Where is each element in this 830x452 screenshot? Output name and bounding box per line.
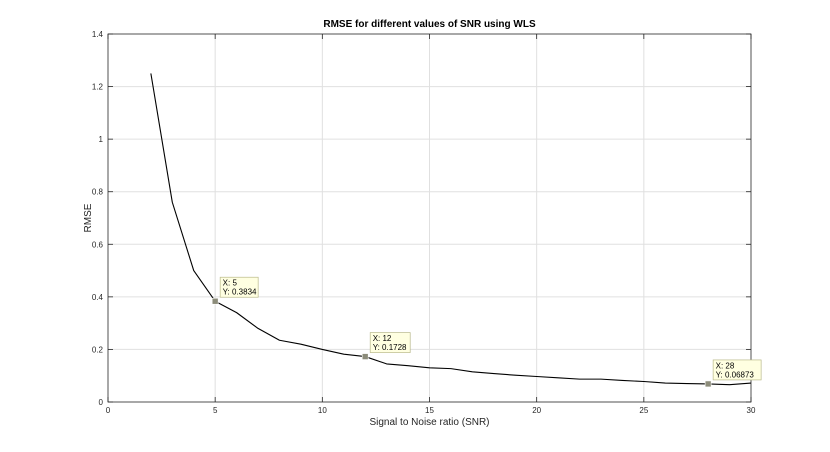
- data-tip-marker: [211, 297, 219, 305]
- y-tick-label: 0.6: [92, 240, 104, 249]
- chart-title: RMSE for different values of SNR using W…: [323, 19, 536, 30]
- y-tick-label: 0.4: [92, 293, 104, 302]
- axes: 0 5 10 15 20 25 30 0 0.2 0.4 0.6 0.8 1 1.2 1.4: [92, 30, 756, 415]
- data-tip-box: [712, 359, 762, 381]
- data-tip-marker: [704, 380, 712, 388]
- x-tick-label: 30: [747, 406, 756, 415]
- y-tick-label: 0.2: [92, 345, 104, 354]
- data-tip-box: [369, 332, 411, 353]
- x-tick-label: 25: [639, 406, 648, 415]
- series-line: [150, 73, 752, 386]
- y-tick-label: 1: [99, 135, 104, 144]
- y-tick-label: 0.8: [92, 188, 104, 197]
- x-tick-label: 15: [425, 406, 434, 415]
- x-axis-label: Signal to Noise ratio (SNR): [369, 417, 489, 428]
- data-tip-y-text: Y: 0.1728: [373, 343, 407, 352]
- data-tip-y-text: Y: 0.06873: [716, 370, 755, 379]
- data-tip-marker: [361, 353, 369, 360]
- data-tip-x-text: X: 28: [716, 361, 735, 370]
- data-series: [150, 73, 752, 386]
- y-tick-label: 1.4: [92, 30, 104, 39]
- x-tick-label: 20: [532, 406, 541, 415]
- data-tip-x-text: X: 12: [373, 334, 392, 343]
- x-tick-label: 10: [318, 406, 327, 415]
- y-axis-label: RMSE: [83, 203, 94, 232]
- data-tip-y-text: Y: 0.3834: [223, 288, 257, 297]
- data-tips: X: 5Y: 0.3834 X: 12Y: 0.1728 X: 28Y: 0.068…: [211, 276, 762, 388]
- data-tip-x-text: X: 5: [223, 279, 238, 288]
- x-tick-label: 5: [213, 406, 218, 415]
- y-tick-label: 1.2: [92, 83, 104, 92]
- data-tip-box: [219, 276, 259, 298]
- y-tick-label: 0: [99, 398, 104, 407]
- grid-lines: [108, 34, 751, 402]
- x-tick-label: 0: [106, 406, 111, 415]
